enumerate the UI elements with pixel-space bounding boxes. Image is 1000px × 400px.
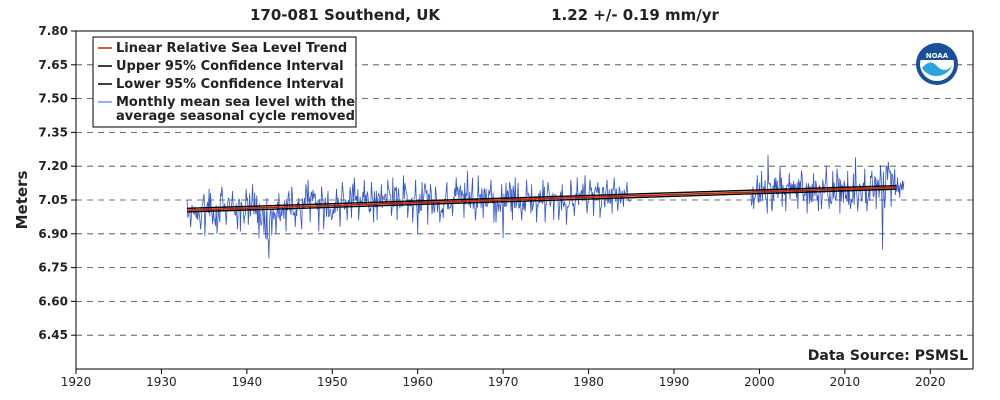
y-tick-label: 7.50: [38, 92, 68, 106]
y-axis-ticks: 7.80 7.65 7.50 7.35 7.20 7.05 6.90 6.75 6.60 6.45: [38, 24, 76, 342]
x-axis-ticks: 1920 1930 1940 1950 1960 1970 1980 1990 2000 2010…: [61, 369, 946, 389]
y-axis-label: Meters: [13, 171, 31, 230]
x-tick-label: 1940: [232, 375, 263, 389]
upper-ci-line: [187, 184, 897, 210]
y-tick-label: 6.75: [38, 261, 68, 275]
chart-title-station: 170-081 Southend, UK: [250, 6, 441, 24]
y-tick-label: 7.80: [38, 24, 68, 38]
plot-frame: [75, 30, 974, 370]
legend-label-upper: Upper 95% Confidence Interval: [116, 59, 344, 74]
legend-label-monthly-1: Monthly mean sea level with the: [116, 95, 355, 110]
data-source-note: Data Source: PSMSL: [808, 348, 968, 364]
x-tick-label: 2020: [915, 375, 946, 389]
legend-box: [92, 36, 357, 128]
x-tick-label: 1930: [146, 375, 177, 389]
x-tick-label: 1960: [402, 375, 433, 389]
x-tick-label: 2010: [830, 375, 861, 389]
lower-ci-line: [187, 188, 897, 213]
x-tick-label: 1990: [659, 375, 690, 389]
x-tick-label: 1980: [573, 375, 604, 389]
noaa-logo: NOAA: [916, 43, 958, 85]
legend-label-trend: Linear Relative Sea Level Trend: [116, 41, 347, 56]
y-tick-label: 7.65: [38, 58, 68, 72]
y-tick-label: 7.05: [38, 193, 68, 207]
legend-label-lower: Lower 95% Confidence Interval: [116, 77, 344, 92]
x-tick-label: 1920: [61, 375, 92, 389]
y-tick-label: 7.20: [38, 159, 68, 173]
trend-line: [187, 186, 897, 211]
y-tick-label: 6.60: [38, 294, 68, 308]
chart-title-trend: 1.22 +/- 0.19 mm/yr: [551, 6, 719, 24]
x-tick-label: 1970: [488, 375, 519, 389]
y-tick-label: 6.90: [38, 227, 68, 241]
x-tick-label: 2000: [744, 375, 775, 389]
y-tick-label: 7.35: [38, 125, 68, 139]
legend: Linear Relative Sea Level Trend Upper 95…: [92, 36, 357, 128]
monthly-mean-series: [186, 170, 631, 259]
plot-data: [186, 154, 905, 259]
monthly-mean-series: [750, 154, 905, 250]
x-tick-label: 1950: [317, 375, 348, 389]
y-tick-label: 6.45: [38, 328, 68, 342]
noaa-logo-text: NOAA: [926, 52, 949, 60]
legend-label-monthly-2: average seasonal cycle removed: [116, 109, 355, 124]
